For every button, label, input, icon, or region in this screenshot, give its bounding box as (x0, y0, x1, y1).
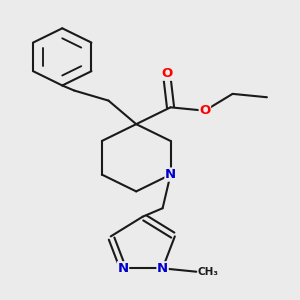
Text: CH₃: CH₃ (198, 267, 219, 277)
Text: O: O (161, 67, 172, 80)
Text: N: N (157, 262, 168, 275)
Text: N: N (117, 262, 129, 275)
Text: O: O (199, 104, 211, 117)
Text: N: N (165, 168, 176, 181)
